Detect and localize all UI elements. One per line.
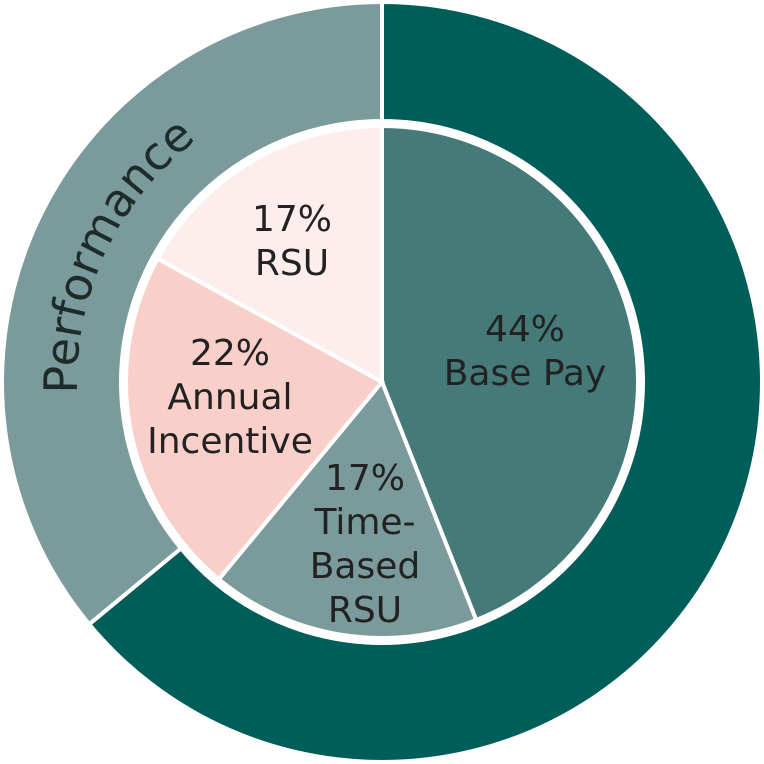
pie-slice [124, 255, 386, 583]
slice-label: 44% Base Pay [405, 308, 645, 396]
slice-label: 17% Time-Based RSU [300, 457, 430, 633]
category-label: Annual Incentive [147, 377, 313, 462]
category-label: Time-Based RSU [309, 502, 421, 631]
pie-slice [154, 123, 384, 386]
category-label: Base Pay [443, 353, 607, 394]
category-label: RSU [254, 243, 330, 284]
pie-slice [380, 123, 640, 623]
slice-label: 17% RSU [227, 198, 357, 286]
value-label: 17% [324, 458, 405, 499]
value-label: 17% [251, 199, 332, 240]
value-label: 22% [189, 333, 270, 374]
pie-slice [216, 378, 479, 640]
pie-slice [86, 0, 764, 764]
value-label: 44% [484, 309, 565, 350]
pie-slice [0, 0, 384, 628]
slice-label: 22% Annual Incentive [135, 332, 325, 464]
